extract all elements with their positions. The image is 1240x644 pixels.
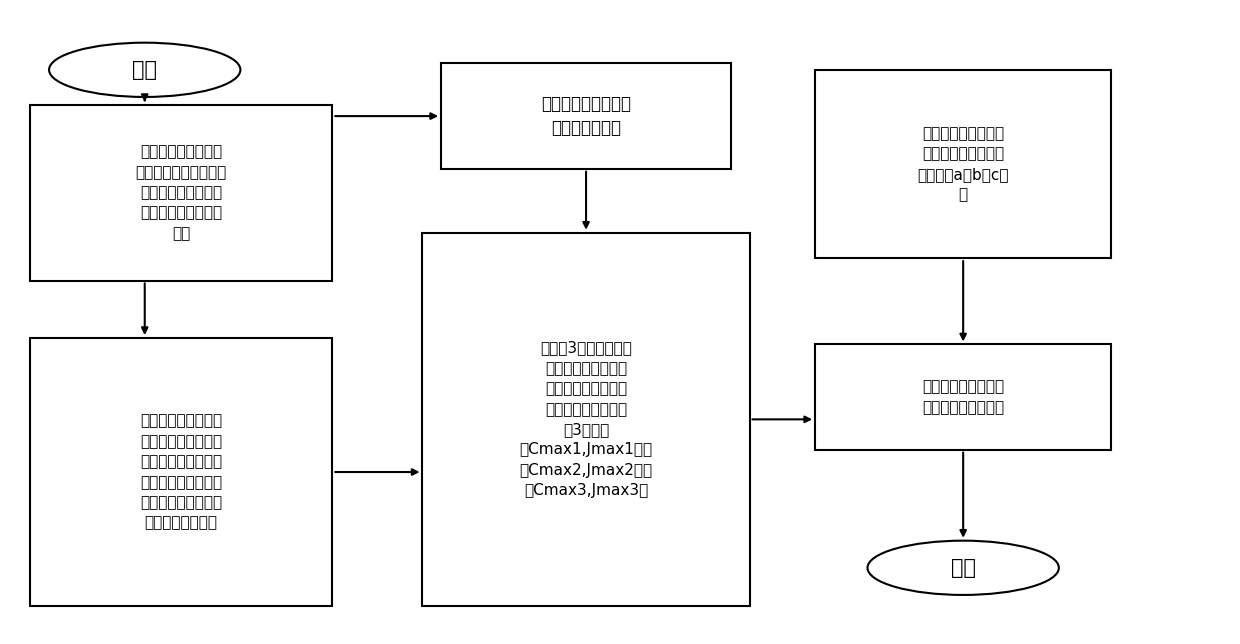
Text: 结束: 结束 [951, 558, 976, 578]
Ellipse shape [868, 541, 1059, 595]
Text: 开始: 开始 [133, 60, 157, 80]
Text: 发出任务完成的声光
提示，一切设备归位: 发出任务完成的声光 提示，一切设备归位 [923, 379, 1004, 415]
Bar [30, 105, 332, 281]
Text: 操作人员通过电脑控
制，放置各测试样品，
输入阈值参数，设置
拍摄台机器人的拍摄
位置: 操作人员通过电脑控 制，放置各测试样品， 输入阈值参数，设置 拍摄台机器人的拍摄… [135, 144, 227, 241]
Text: 电脑控制搬运机器人
上料到样机平台: 电脑控制搬运机器人 上料到样机平台 [541, 95, 631, 137]
Text: 电脑控制拍摄台机器
人到达指定位置，人
工使用平衡尺保障拍
摄台机器人所带的带
蓝光滤镜的相机与样
机平台的平行效果: 电脑控制拍摄台机器 人到达指定位置，人 工使用平衡尺保障拍 摄台机器人所带的带 … [140, 413, 222, 531]
Bar [815, 345, 1111, 450]
Ellipse shape [50, 43, 241, 97]
Bar [423, 232, 750, 606]
Text: 采用二次方程拟合，
获得二次拟合关系的
三个参数a、b、c的
值: 采用二次方程拟合， 获得二次拟合关系的 三个参数a、b、c的 值 [918, 126, 1009, 202]
Bar [441, 63, 732, 169]
Text: 液晶屏3次改变亮度，
同时蓝光滤镜相机拍
摄视频，光谱幅射亮
度计计数，获得对应
的3组数据
（Cmax1,Jmax1）、
（Cmax2,Jmax2）、
（Cm: 液晶屏3次改变亮度， 同时蓝光滤镜相机拍 摄视频，光谱幅射亮 度计计数，获得对应… [520, 341, 652, 498]
Bar [30, 338, 332, 606]
Bar [815, 70, 1111, 258]
